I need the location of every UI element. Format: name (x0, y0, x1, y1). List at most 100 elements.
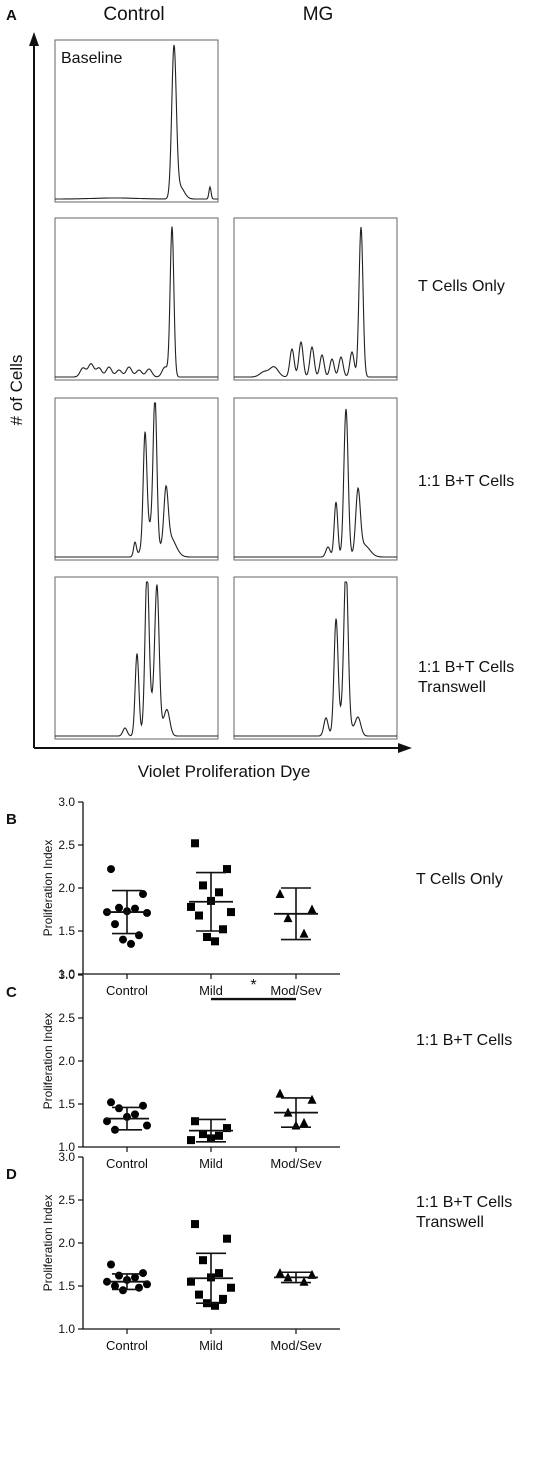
data-point-circle (115, 1271, 123, 1280)
y-tick-label: 1.5 (58, 1279, 75, 1293)
data-point-square (195, 1290, 203, 1299)
y-tick-label: 3.0 (58, 968, 75, 982)
y-tick-label: 2.5 (58, 1011, 75, 1025)
column-header-control: Control (103, 4, 164, 25)
data-point-circle (131, 904, 139, 913)
data-point-square (187, 902, 195, 911)
data-point-square (223, 865, 231, 874)
data-point-square (211, 1301, 219, 1310)
data-point-triangle (299, 928, 309, 938)
data-point-circle (111, 1282, 119, 1290)
y-tick-label: 1.5 (58, 1097, 75, 1111)
histogram-curve-control-transwell (55, 581, 218, 737)
data-point-square (215, 1269, 223, 1278)
baseline-label: Baseline (61, 50, 122, 67)
x-category-label: Mod/Sev (270, 983, 322, 998)
condition-label: 1:1 B+T Cells (416, 1032, 512, 1049)
histogram-box-control-transwell (54, 576, 219, 740)
data-point-square (199, 1256, 207, 1265)
histogram-box-baseline (54, 39, 219, 203)
panel-letter: C (6, 984, 17, 1001)
data-point-square (191, 1220, 199, 1229)
data-point-triangle (307, 1094, 317, 1104)
row-label-line: Transwell (418, 679, 486, 696)
x-category-label: Mild (199, 983, 223, 998)
data-point-circle (143, 1121, 151, 1130)
data-point-circle (115, 903, 123, 912)
data-point-square (219, 1294, 227, 1303)
data-point-triangle (275, 1088, 285, 1098)
data-point-triangle (307, 904, 317, 914)
y-tick-label: 3.0 (58, 795, 75, 809)
x-category-label: Mod/Sev (270, 1156, 322, 1171)
data-point-square (211, 937, 219, 946)
data-point-square (227, 908, 235, 917)
row-label-bt-cells: 1:1 B+T Cells (418, 473, 514, 490)
x-category-label: Control (106, 1156, 148, 1171)
data-point-triangle (275, 1268, 285, 1278)
data-point-circle (107, 1260, 115, 1269)
data-point-circle (115, 1104, 123, 1113)
histogram-box-mg-transwell (233, 576, 398, 740)
data-point-circle (139, 1269, 147, 1278)
histogram-curve-mg-transwell (234, 581, 397, 737)
y-tick-label: 3.0 (58, 1150, 75, 1164)
y-axis-title: Proliferation Index (41, 840, 55, 937)
histogram-box-mg-bt (233, 397, 398, 561)
data-point-circle (107, 1098, 115, 1107)
x-axis-arrowhead (398, 743, 412, 753)
panel-c: C 1:1 B+T Cells 1.0 1.5 2.0 2.5 3.0 Proliferati… (6, 968, 512, 1171)
row-label-bt-transwell: 1:1 B+T Cells Transwell (418, 659, 514, 696)
panel-d: D 1:1 B+T Cells Transwell 1.0 1.5 2.0 2.5 3.0 Pr… (6, 1150, 512, 1353)
y-axis-title: Proliferation Index (41, 1013, 55, 1110)
data-point-square (203, 933, 211, 942)
data-point-square (195, 911, 203, 920)
row-label-tcells-only: T Cells Only (418, 278, 505, 295)
y-tick-label: 1.0 (58, 1140, 75, 1154)
y-tick-label: 1.5 (58, 924, 75, 938)
data-point-circle (139, 890, 147, 899)
histogram-box-mg-tcells (233, 217, 398, 381)
data-point-triangle (275, 889, 285, 899)
data-point-triangle (283, 913, 293, 923)
data-point-square (215, 888, 223, 897)
data-point-circle (135, 1283, 143, 1292)
x-category-label: Control (106, 1338, 148, 1353)
x-category-label: Mild (199, 1156, 223, 1171)
significance-star: * (250, 977, 256, 994)
histogram-box-control-bt (54, 397, 219, 561)
y-axis-title-cells: # of Cells (7, 355, 26, 426)
data-point-square (187, 1277, 195, 1286)
condition-label-line: T Cells Only (416, 871, 503, 888)
y-tick-label: 2.5 (58, 1193, 75, 1207)
condition-label: 1:1 B+T Cells Transwell (416, 1194, 512, 1231)
data-point-square (215, 1131, 223, 1140)
data-point-circle (119, 1286, 127, 1295)
data-point-square (191, 839, 199, 848)
data-point-triangle (299, 1276, 309, 1286)
data-point-square (199, 1130, 207, 1139)
data-point-circle (107, 865, 115, 874)
y-tick-label: 1.0 (58, 967, 75, 981)
condition-label-line: 1:1 B+T Cells (416, 1032, 512, 1049)
histogram-curve-baseline (55, 44, 218, 200)
panel-letter: D (6, 1166, 17, 1183)
data-point-square (223, 1234, 231, 1243)
condition-label-line: Transwell (416, 1214, 484, 1231)
column-header-mg: MG (303, 4, 334, 25)
panel-a-letter: A (6, 7, 17, 24)
data-point-circle (127, 939, 135, 948)
y-axis-title: Proliferation Index (41, 1195, 55, 1292)
data-point-square (219, 925, 227, 934)
histogram-curve-mg-bt (234, 408, 397, 558)
data-point-circle (131, 1273, 139, 1282)
panel-letter: B (6, 811, 17, 828)
data-point-circle (135, 931, 143, 940)
y-tick-label: 1.0 (58, 1322, 75, 1336)
y-tick-label: 2.0 (58, 1236, 75, 1250)
condition-label-line: 1:1 B+T Cells (416, 1194, 512, 1211)
x-axis-title-dye: Violet Proliferation Dye (138, 762, 311, 781)
histogram-box-control-tcells (54, 217, 219, 381)
data-point-square (199, 881, 207, 890)
